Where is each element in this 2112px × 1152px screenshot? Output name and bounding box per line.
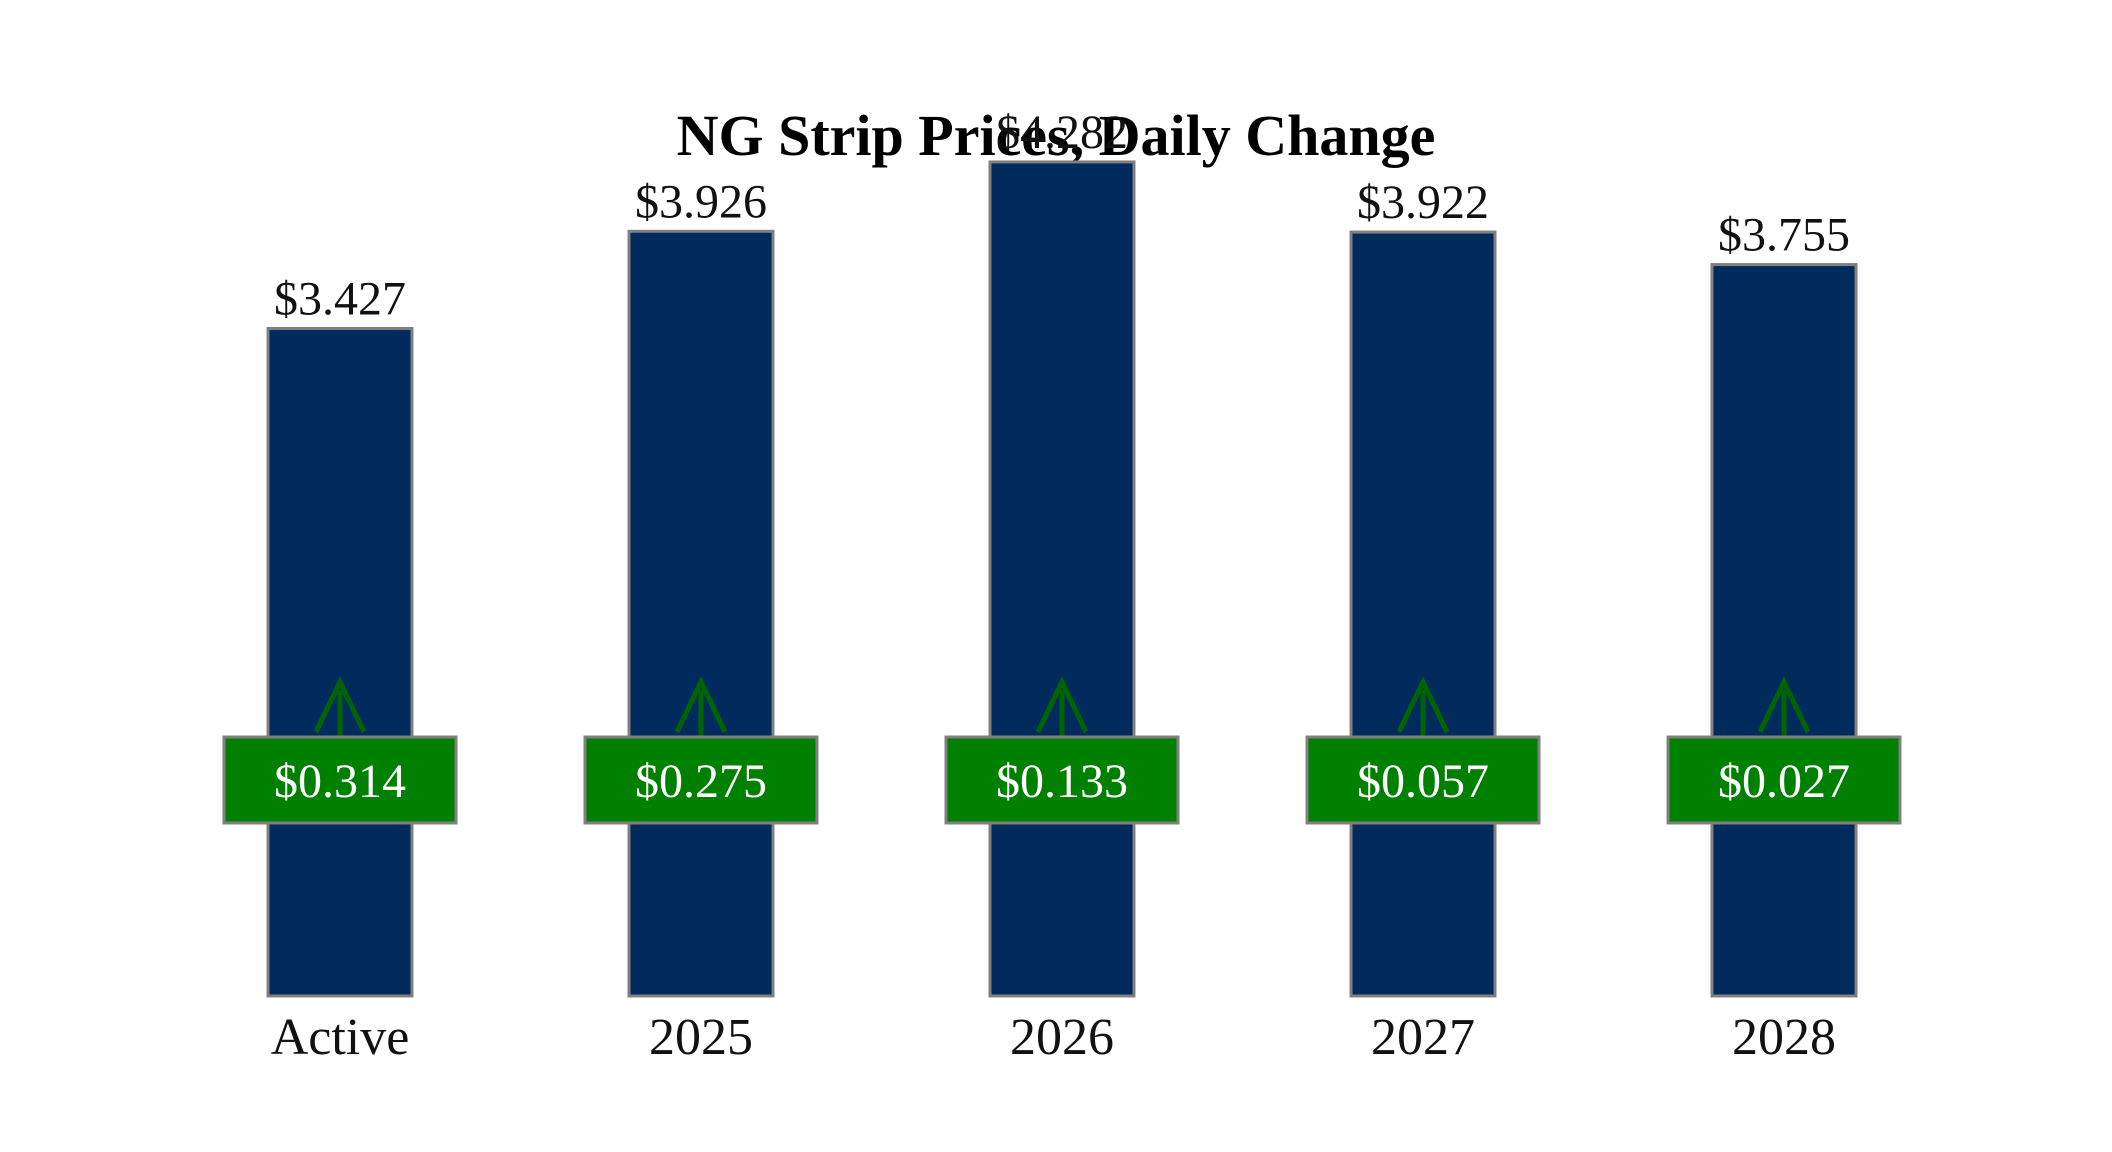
up-arrow-icon bbox=[1396, 676, 1450, 737]
change-box bbox=[1305, 735, 1541, 825]
category-label: 2026 bbox=[1010, 1009, 1114, 1066]
value-label: $3.755 bbox=[1718, 209, 1850, 262]
labels-layer: $3.427 Active $3.926 2025 $4.282 2026 $3.922 20… bbox=[271, 106, 1850, 1066]
change-box bbox=[1666, 735, 1902, 825]
change-box bbox=[944, 735, 1180, 825]
change-box bbox=[222, 735, 458, 825]
value-label: $3.427 bbox=[274, 272, 406, 325]
bar-2025 bbox=[627, 229, 775, 998]
up-arrow-icon bbox=[674, 676, 728, 737]
category-label: 2027 bbox=[1371, 1009, 1475, 1066]
value-label: $3.926 bbox=[635, 175, 767, 228]
chart-title: NG Strip Prices, Daily Change bbox=[677, 103, 1436, 168]
up-arrow-icon bbox=[313, 676, 367, 737]
bars-layer bbox=[266, 160, 1858, 998]
change-label: $0.133 bbox=[996, 755, 1128, 808]
change-label: $0.275 bbox=[635, 755, 767, 808]
up-arrow-icon bbox=[1035, 676, 1089, 737]
changes-layer: $0.314 $0.275 $0.133 $0.057 $0.027 bbox=[222, 676, 1902, 825]
up-arrow-icon bbox=[1757, 676, 1811, 737]
change-label: $0.314 bbox=[274, 755, 406, 808]
bar-2027 bbox=[1349, 230, 1497, 998]
bar-active bbox=[266, 326, 414, 998]
category-label: 2028 bbox=[1732, 1009, 1836, 1066]
category-label: Active bbox=[271, 1009, 410, 1066]
bar-2026 bbox=[988, 160, 1136, 998]
bar-2028 bbox=[1710, 263, 1858, 998]
change-label: $0.027 bbox=[1718, 755, 1850, 808]
value-label: $4.282 bbox=[996, 106, 1128, 159]
change-box bbox=[583, 735, 819, 825]
change-label: $0.057 bbox=[1357, 755, 1489, 808]
category-label: 2025 bbox=[649, 1009, 753, 1066]
value-label: $3.922 bbox=[1357, 176, 1489, 229]
